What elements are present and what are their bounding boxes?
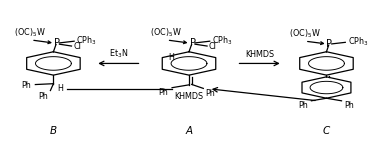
Text: H: H <box>168 53 174 61</box>
Text: B: B <box>50 126 57 136</box>
Text: Cl: Cl <box>209 42 217 51</box>
Text: A: A <box>186 126 192 136</box>
Text: CPh$_3$: CPh$_3$ <box>212 35 232 47</box>
Text: Et$_3$N: Et$_3$N <box>108 48 128 60</box>
Text: (OC)$_5$W: (OC)$_5$W <box>150 26 181 39</box>
Text: KHMDS: KHMDS <box>245 50 274 59</box>
Text: H: H <box>57 84 63 93</box>
Text: KHMDS: KHMDS <box>174 92 204 102</box>
Text: Ph: Ph <box>205 89 215 98</box>
Text: Ph: Ph <box>299 101 308 110</box>
Text: CPh$_3$: CPh$_3$ <box>347 36 368 48</box>
Text: (OC)$_5$W: (OC)$_5$W <box>289 28 321 40</box>
Text: P: P <box>190 38 196 49</box>
Text: P: P <box>327 39 333 49</box>
Text: Ph: Ph <box>21 81 31 90</box>
Text: P: P <box>54 38 60 49</box>
Text: Cl: Cl <box>73 42 81 51</box>
Text: C: C <box>323 126 330 136</box>
Text: CPh$_3$: CPh$_3$ <box>76 35 97 47</box>
Text: Ph: Ph <box>344 101 354 110</box>
Text: (OC)$_5$W: (OC)$_5$W <box>14 26 46 39</box>
Text: Ph: Ph <box>158 88 168 97</box>
Text: Ph: Ph <box>38 92 48 101</box>
